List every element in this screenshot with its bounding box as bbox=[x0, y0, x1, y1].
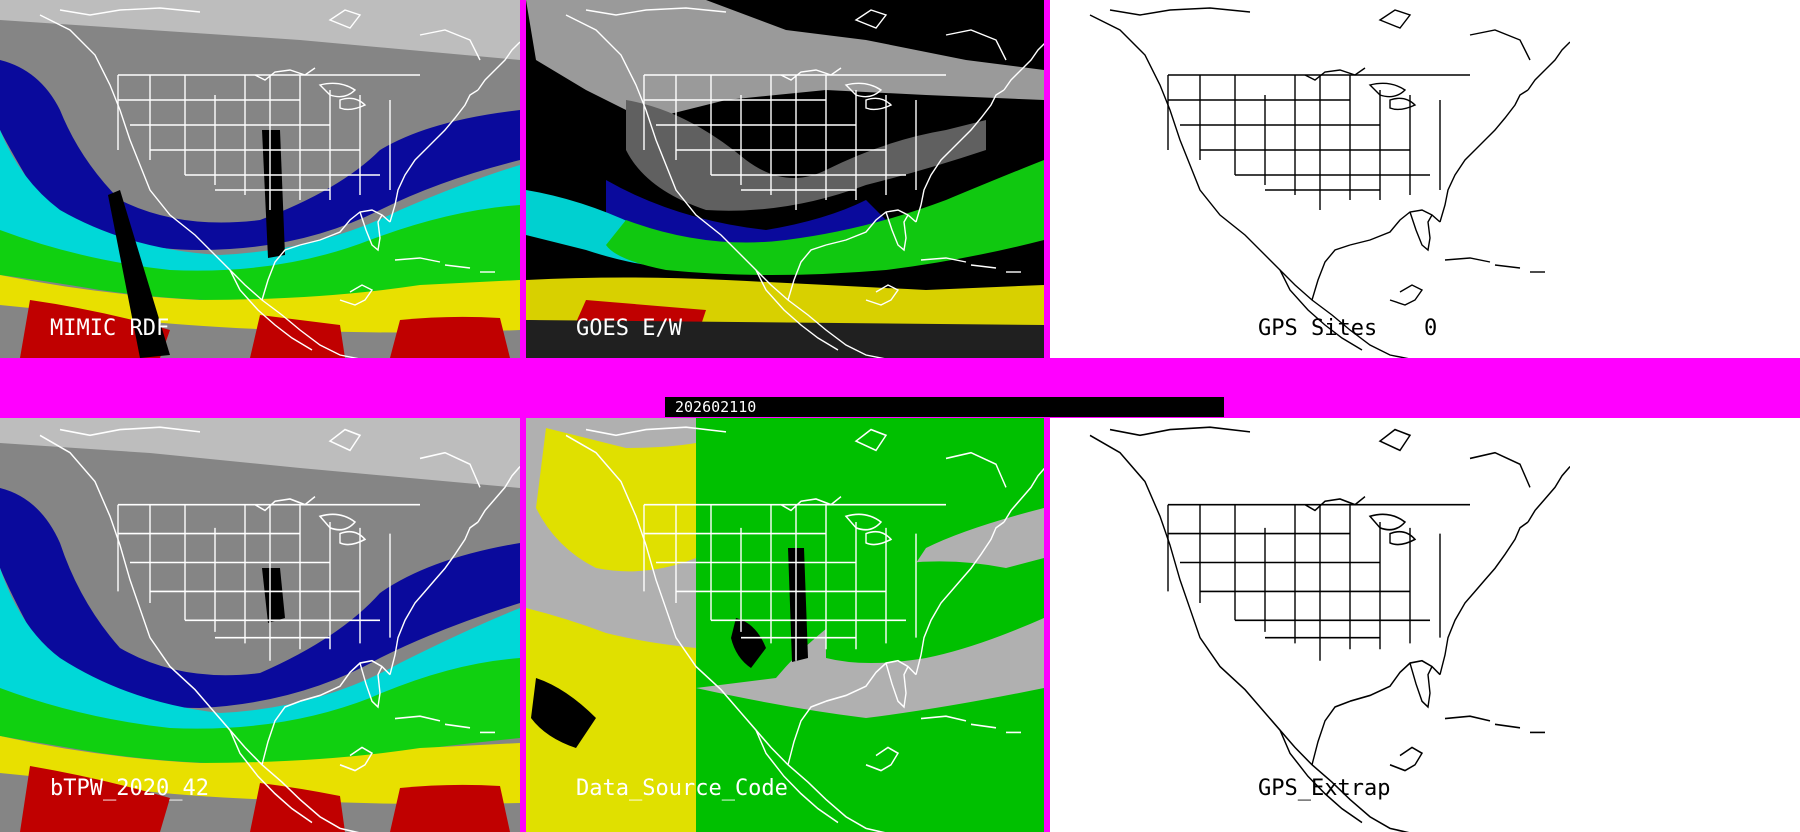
mimic-panel: MIMIC RDF bbox=[0, 0, 520, 358]
gps-sites-map bbox=[1089, 7, 1570, 358]
data-source-map bbox=[526, 418, 1044, 832]
goes-label: GOES E/W bbox=[576, 316, 682, 341]
gps-extrap-map bbox=[1089, 426, 1570, 832]
mimic-map bbox=[0, 0, 520, 358]
mimic-label: MIMIC RDF bbox=[50, 316, 170, 341]
goes-panel: GOES E/W bbox=[526, 0, 1044, 358]
btpw-label: bTPW_2020_42 bbox=[50, 776, 209, 801]
data-source-panel: Data_Source_Code bbox=[526, 418, 1044, 832]
btpw-panel: bTPW_2020_42 bbox=[0, 418, 520, 832]
gps-sites-label: GPS Sites bbox=[1258, 316, 1378, 341]
gps-extrap-panel: GPS_Extrap bbox=[1050, 418, 1800, 832]
gps-sites-panel: GPS Sites 0 bbox=[1050, 0, 1800, 358]
data-source-label: Data_Source_Code bbox=[576, 776, 788, 801]
gps-extrap-label: GPS_Extrap bbox=[1258, 776, 1391, 801]
goes-map bbox=[526, 0, 1044, 358]
btpw-map bbox=[0, 418, 520, 832]
gps-sites-count: 0 bbox=[1424, 316, 1438, 341]
timestamp-bar: 202602110 bbox=[665, 397, 1224, 417]
